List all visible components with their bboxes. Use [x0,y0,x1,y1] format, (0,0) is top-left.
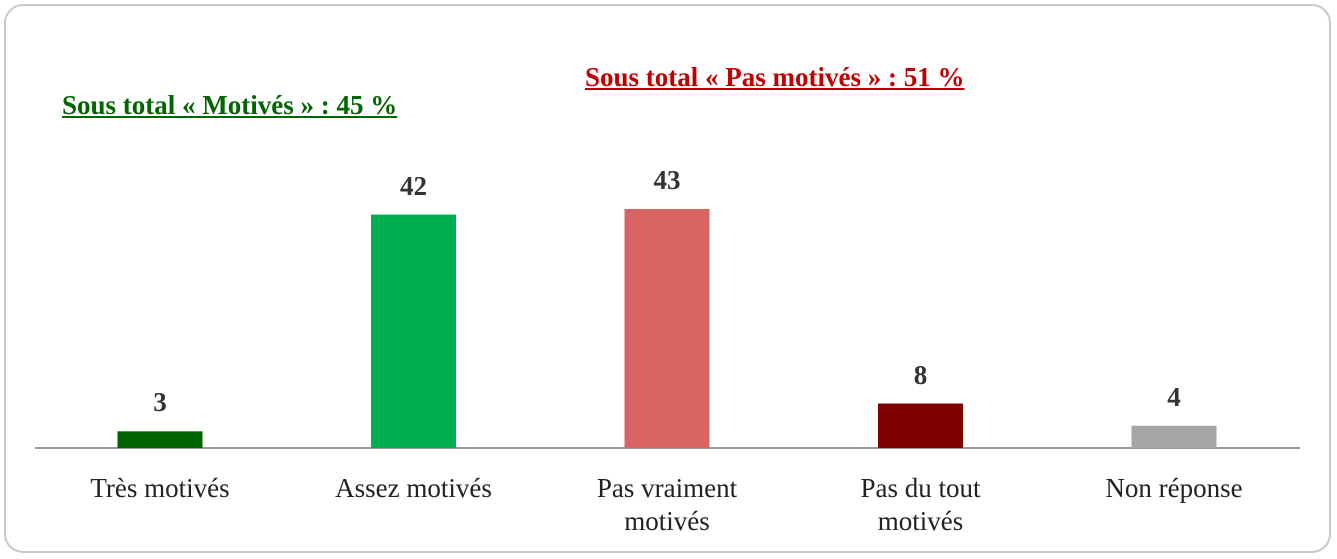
bar [878,403,963,448]
value-label: 4 [1167,381,1181,412]
x-tick-label: Très motivés [90,473,230,503]
value-label: 8 [913,359,928,390]
value-label: 43 [653,165,681,195]
bar [117,431,203,448]
x-tick-label: Pas vraiment motivés [596,473,738,536]
bar [624,209,710,448]
x-tick-label: Pas du tout motivés [860,473,981,536]
subtotal-not-motivated: Sous total « Pas motivés » : 51 % [585,62,965,92]
subtotal-motivated: Sous total « Motivés » : 45 % [62,90,398,120]
x-tick-label: Assez motivés [335,473,492,503]
bar [371,214,456,448]
x-tick-label: Non réponse [1105,473,1243,503]
value-label: 42 [400,170,427,201]
value-label: 3 [153,387,167,418]
bar [1131,425,1217,448]
